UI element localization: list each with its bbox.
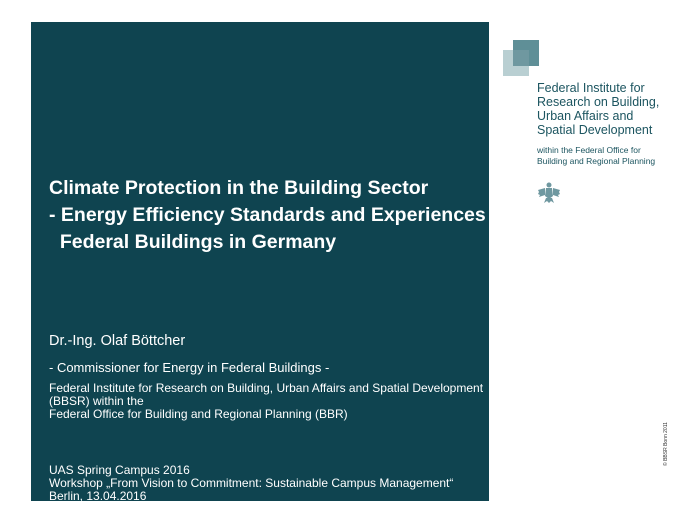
org-line: Research on Building, (537, 95, 660, 109)
institution-line: Federal Institute for Research on Buildi… (49, 381, 484, 395)
author: Dr.-Ing. Olaf Böttcher (49, 333, 186, 349)
org-line: Urban Affairs and (537, 109, 634, 123)
sub-line: within the Federal Office for (537, 145, 641, 155)
institution: Federal Institute for Research on Buildi… (49, 382, 483, 421)
copyright-notice: © BBSR Bonn 2011 (663, 422, 669, 466)
organization-name: Federal Institute for Research on Buildi… (537, 81, 659, 137)
org-line: Federal Institute for (537, 81, 645, 95)
subtitle-line: - Energy Efficiency Standards and Experi… (49, 204, 509, 226)
event-info: UAS Spring Campus 2016 Workshop „From Vi… (49, 464, 453, 503)
event-line: Berlin, 13.04.2016 (49, 489, 147, 503)
organization-subtitle: within the Federal Office for Building a… (537, 145, 655, 167)
author-role: - Commissioner for Energy in Federal Bui… (49, 360, 330, 375)
title-panel: Climate Protection in the Building Secto… (31, 22, 509, 503)
event-line: UAS Spring Campus 2016 (49, 463, 190, 477)
slide-title: Climate Protection in the Building Secto… (49, 175, 509, 256)
event-line: Workshop „From Vision to Commitment: Sus… (49, 476, 454, 490)
subtitle-line: Federal Buildings in Germany (49, 231, 337, 253)
institution-line: Federal Office for Building and Regional… (49, 407, 348, 421)
org-line: Spatial Development (537, 123, 653, 137)
title-line: Climate Protection in the Building Secto… (49, 177, 429, 199)
federal-eagle-icon (538, 182, 560, 203)
institution-line: (BBSR) within the (49, 394, 144, 408)
sub-line: Building and Regional Planning (537, 156, 656, 166)
bbsr-logo-icon (503, 40, 539, 76)
